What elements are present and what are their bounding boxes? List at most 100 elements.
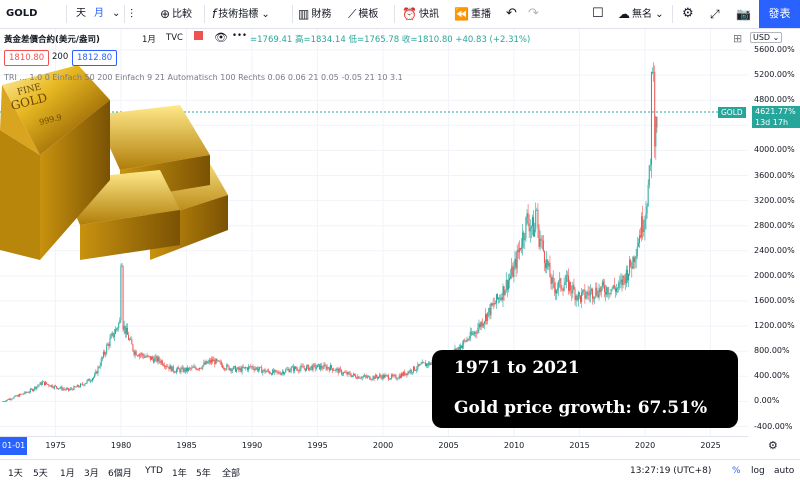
flag-icon[interactable]: [194, 31, 203, 40]
candle-body: [593, 298, 595, 299]
candle-body: [225, 369, 227, 370]
range-button[interactable]: 5年: [196, 469, 211, 479]
range-button[interactable]: 1月: [60, 469, 75, 479]
undo-icon[interactable]: ↶: [506, 6, 517, 21]
candle-body: [124, 325, 126, 334]
candle-body: [201, 368, 203, 369]
replay-button[interactable]: ⏪ 重播: [454, 0, 491, 28]
candle-body: [72, 389, 74, 390]
symbol-search[interactable]: GOLD: [6, 0, 37, 28]
candle-body: [164, 365, 166, 367]
candle-body: [384, 375, 386, 378]
candle-body: [348, 372, 350, 374]
candle-body: [383, 374, 385, 378]
candle-body: [87, 378, 89, 381]
candle-body: [571, 290, 573, 294]
candle-body: [500, 297, 502, 300]
candle-body: [193, 366, 195, 368]
candle-body: [68, 388, 69, 391]
camera-icon[interactable]: 📷: [736, 7, 751, 21]
candle-body: [92, 378, 94, 381]
percent-toggle[interactable]: %: [732, 466, 741, 476]
candle-body: [129, 339, 131, 341]
candle-body: [62, 388, 64, 390]
candle-body: [473, 333, 475, 335]
gold-bars-image: FINE GOLD 999.9: [0, 65, 228, 260]
indicator-legend[interactable]: TRI ... 1.0 0 Einfach 50 200 Einfach 9 2…: [4, 73, 403, 82]
candle-body: [476, 333, 478, 334]
range-button[interactable]: YTD: [145, 466, 163, 476]
price-axis[interactable]: 5600.00%5200.00%4800.00%4400.00%4000.00%…: [748, 32, 800, 434]
candle-body: [114, 329, 116, 334]
candle-body: [555, 290, 557, 294]
templates-button[interactable]: ⟋ 模板: [348, 0, 378, 28]
candle-body: [426, 363, 428, 367]
candle-body: [28, 392, 30, 393]
candle-body: [45, 382, 47, 386]
interval-month-button[interactable]: 月: [94, 8, 104, 19]
candle-body: [537, 210, 539, 228]
candle-body: [192, 367, 194, 368]
redo-icon[interactable]: ↷: [528, 6, 539, 21]
time-tick: 1995: [307, 441, 328, 450]
range-button[interactable]: 1年: [172, 469, 187, 479]
candle-body: [207, 361, 209, 364]
candle-body: [524, 238, 526, 240]
price-tick: 3600.00%: [754, 170, 795, 180]
gear-icon[interactable]: ⚙: [682, 6, 694, 21]
range-button[interactable]: 6個月: [108, 469, 132, 479]
range-button[interactable]: 5天: [33, 469, 48, 479]
interval-day-button[interactable]: 天: [76, 8, 86, 19]
currency-selector[interactable]: USD ⌄: [750, 32, 783, 43]
chart-type-icon[interactable]: ⫶: [130, 7, 134, 21]
candle-body: [423, 362, 425, 364]
candle-body: [76, 385, 78, 388]
candle-body: [517, 249, 519, 253]
candle-body: [275, 370, 277, 371]
bid-price[interactable]: 1810.80: [4, 50, 50, 66]
candle-body: [7, 399, 9, 400]
candle-body: [189, 368, 191, 369]
candle-body: [150, 356, 152, 360]
layout-grid-icon[interactable]: ☐: [592, 6, 604, 21]
eye-icon[interactable]: 👁: [214, 31, 228, 44]
candle-body: [564, 282, 566, 286]
candle-body: [543, 251, 545, 263]
more-icon[interactable]: •••: [232, 31, 248, 41]
time-tick: 1980: [110, 441, 132, 450]
time-axis[interactable]: 01-01 1975 1980 1985 1990 1995 2000 2005 2010 20…: [0, 436, 748, 455]
candle-body: [80, 383, 82, 387]
candle-body: [386, 375, 388, 376]
candle-body: [582, 290, 584, 293]
fullscreen-icon[interactable]: ⤢: [710, 7, 720, 21]
candle-body: [143, 355, 145, 358]
compare-button[interactable]: ⊕ 比較: [160, 0, 192, 28]
log-toggle[interactable]: log: [751, 466, 765, 476]
candle-body: [167, 366, 169, 368]
layout-save-button[interactable]: ☁ 無名 ⌄: [618, 0, 664, 28]
range-button[interactable]: 1天: [8, 469, 23, 479]
financials-button[interactable]: ▥ 財務: [298, 0, 331, 28]
candle-body: [180, 368, 182, 373]
publish-button[interactable]: 發表: [759, 0, 800, 28]
candle-body: [459, 345, 461, 350]
candle-body: [99, 365, 101, 368]
chart-settings-icon[interactable]: ⊞: [733, 32, 743, 45]
candle-body: [169, 365, 171, 370]
candle-body: [261, 367, 263, 373]
ask-price[interactable]: 1812.80: [72, 50, 118, 66]
candle-body: [567, 275, 569, 291]
range-button[interactable]: 3月: [84, 469, 99, 479]
candle-body: [18, 394, 20, 397]
indicators-button[interactable]: f 技術指標 ⌄: [212, 0, 270, 28]
candle-body: [301, 365, 303, 367]
interval-dropdown-icon[interactable]: ⌄: [112, 8, 121, 19]
time-axis-settings-icon[interactable]: ⚙: [768, 439, 778, 452]
candle-body: [182, 367, 184, 372]
candle-body: [652, 71, 654, 73]
price-tick: -400.00%: [754, 421, 793, 431]
range-button[interactable]: 全部: [222, 469, 241, 479]
alert-button[interactable]: ⏰ 快訊: [402, 0, 439, 28]
auto-toggle[interactable]: auto: [774, 466, 795, 476]
candle-body: [478, 323, 480, 329]
